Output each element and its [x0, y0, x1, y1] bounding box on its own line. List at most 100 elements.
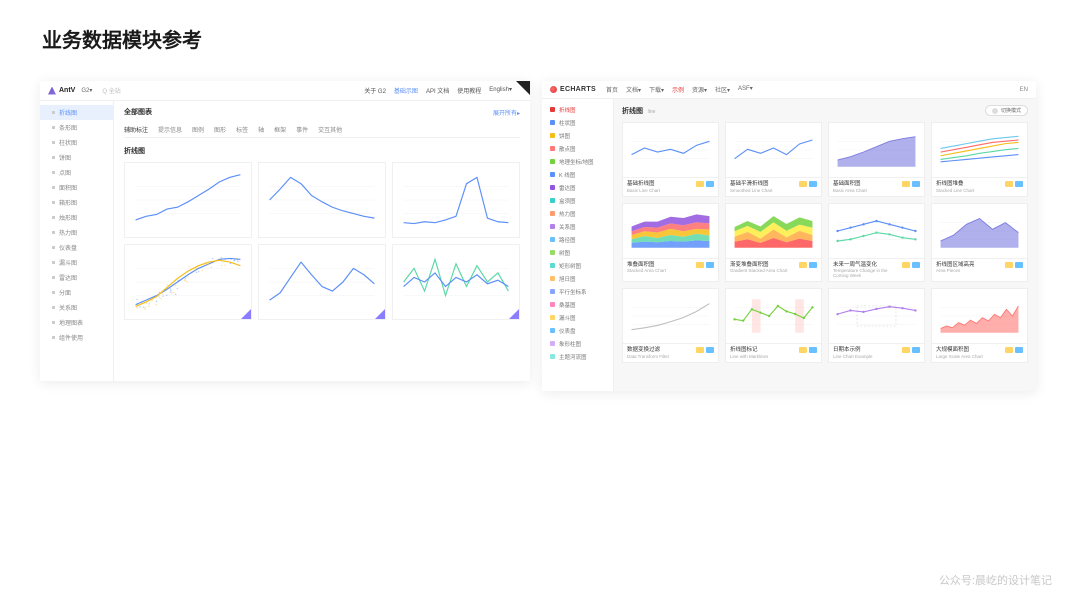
tab-item[interactable]: 图例	[192, 125, 204, 134]
chart-card[interactable]: 渐变堆叠面积图Gradient Stacked Area Chart	[725, 203, 822, 283]
sidebar-item[interactable]: 散点图	[542, 142, 613, 155]
chart-card[interactable]: 基础平滑折线图Smoothed Line Chart	[725, 122, 822, 197]
tab-item[interactable]: 事件	[296, 125, 308, 134]
chart-card[interactable]: 数据变换过滤Data Transform Filter	[622, 288, 719, 363]
antv-sidebar: 折线图条形图柱状图饼图点图面积图箱形图烛形图热力图仪表盘漏斗图雷达图分面关系图地…	[40, 101, 114, 381]
sidebar-item[interactable]: 面积图	[40, 180, 113, 195]
sidebar-item[interactable]: 条形图	[40, 120, 113, 135]
antv-product-dropdown[interactable]: G2▾	[81, 87, 92, 94]
chart-card[interactable]: 折线图区域高亮Area Pieces	[931, 203, 1028, 283]
sidebar-item[interactable]: 地理图表	[40, 315, 113, 330]
sidebar-item[interactable]: 关系图	[542, 220, 613, 233]
search-input[interactable]: Q 全站	[102, 86, 120, 95]
card-title: 折线图堆叠	[936, 181, 974, 188]
sidebar-item[interactable]: 树图	[542, 246, 613, 259]
bullet-icon	[52, 291, 55, 294]
card-title: 渐变堆叠面积图	[730, 262, 788, 269]
sidebar-item[interactable]: 主题河流图	[542, 350, 613, 363]
chart-type-icon	[550, 133, 555, 138]
tab-item[interactable]: 轴	[258, 125, 264, 134]
antv-logo[interactable]: AntV	[48, 87, 75, 95]
sidebar-item[interactable]: 旭日图	[542, 272, 613, 285]
tab-item[interactable]: 辅助标注	[124, 125, 148, 134]
chart-card[interactable]: 折线图标记Line with Marklines	[725, 288, 822, 363]
sidebar-item[interactable]: 点图	[40, 165, 113, 180]
sidebar-item[interactable]: 盒须图	[542, 194, 613, 207]
expand-all-link[interactable]: 展开所有▸	[493, 108, 520, 117]
sidebar-item[interactable]: 柱状图	[542, 116, 613, 129]
chart-card[interactable]	[258, 244, 386, 320]
echarts-main-sub: line	[648, 109, 656, 115]
echarts-nav-item[interactable]: 下载▾	[649, 85, 664, 94]
card-title: 数据变换过滤	[627, 347, 669, 354]
chart-card[interactable]	[124, 244, 252, 320]
sidebar-item[interactable]: 折线图	[40, 105, 113, 120]
echarts-logo[interactable]: ECHARTS	[550, 86, 596, 93]
toggle-label: 切换模式	[1001, 107, 1021, 114]
ts-badge-icon	[706, 181, 714, 187]
echarts-nav-item[interactable]: 首页	[606, 85, 618, 94]
echarts-nav-item[interactable]: ASF▾	[738, 85, 753, 94]
chart-card[interactable]: 大规模面积图Large Scale Area Chart	[931, 288, 1028, 363]
chart-card[interactable]	[124, 162, 252, 238]
bullet-icon	[52, 276, 55, 279]
sidebar-item[interactable]: 漏斗图	[40, 255, 113, 270]
lang-switch[interactable]: EN	[1020, 87, 1028, 93]
bullet-icon	[52, 261, 55, 264]
chart-card[interactable]: 基础面积图Basic Area Chart	[828, 122, 925, 197]
sidebar-item[interactable]: K 线图	[542, 168, 613, 181]
sidebar-item[interactable]: 热力图	[542, 207, 613, 220]
antv-nav-item[interactable]: API 文档	[426, 86, 449, 95]
tab-item[interactable]: 交互其他	[318, 125, 342, 134]
chart-card[interactable]	[258, 162, 386, 238]
antv-nav-item[interactable]: 使用教程	[457, 86, 481, 95]
sidebar-item[interactable]: 关系图	[40, 300, 113, 315]
sidebar-item[interactable]: 雷达图	[542, 181, 613, 194]
sidebar-item[interactable]: 平行坐标系	[542, 285, 613, 298]
echarts-nav-item[interactable]: 资源▾	[692, 85, 707, 94]
sidebar-item[interactable]: 折线图	[542, 103, 613, 116]
js-badge-icon	[799, 347, 807, 353]
sidebar-item[interactable]: 分面	[40, 285, 113, 300]
chart-card[interactable]: 未来一周气温变化Temperature Change in the Coming…	[828, 203, 925, 283]
sidebar-item[interactable]: 饼图	[542, 129, 613, 142]
tab-item[interactable]: 提示信息	[158, 125, 182, 134]
echarts-nav-item[interactable]: 示例	[672, 85, 684, 94]
sidebar-item[interactable]: 路径图	[542, 233, 613, 246]
sidebar-item[interactable]: 饼图	[40, 150, 113, 165]
sidebar-item[interactable]: 矩形树图	[542, 259, 613, 272]
chart-card[interactable]: 堆叠面积图Stacked Area Chart	[622, 203, 719, 283]
sidebar-item[interactable]: 漏斗图	[542, 311, 613, 324]
sidebar-item[interactable]: 组件使用	[40, 330, 113, 345]
tab-item[interactable]: 标签	[236, 125, 248, 134]
sidebar-item[interactable]: 箱形图	[40, 195, 113, 210]
sidebar-item[interactable]: 雷达图	[40, 270, 113, 285]
github-corner-icon[interactable]	[516, 81, 530, 95]
sidebar-item[interactable]: 仪表盘	[40, 240, 113, 255]
echarts-nav-item[interactable]: 社区▾	[715, 85, 730, 94]
sidebar-item[interactable]: 象形柱图	[542, 337, 613, 350]
tab-item[interactable]: 框架	[274, 125, 286, 134]
antv-nav-item[interactable]: 关于 G2	[364, 86, 386, 95]
sidebar-item[interactable]: 柱状图	[40, 135, 113, 150]
sidebar-item[interactable]: 桑基图	[542, 298, 613, 311]
chart-card[interactable]	[392, 162, 520, 238]
sidebar-item[interactable]: 热力图	[40, 225, 113, 240]
js-badge-icon	[799, 181, 807, 187]
sidebar-item[interactable]: 地理坐标/地图	[542, 155, 613, 168]
sidebar-item[interactable]: 仪表盘	[542, 324, 613, 337]
sidebar-item[interactable]: 烛形图	[40, 210, 113, 225]
tab-item[interactable]: 图形	[214, 125, 226, 134]
theme-toggle[interactable]: 切换模式	[985, 105, 1028, 116]
antv-nav-item[interactable]: English▾	[489, 86, 512, 95]
chart-card[interactable]	[392, 244, 520, 320]
card-title: 折线图区域高亮	[936, 262, 975, 269]
chart-card[interactable]: 基础折线图Basic Line Chart	[622, 122, 719, 197]
chart-card[interactable]: 折线图堆叠Stacked Line Chart	[931, 122, 1028, 197]
bullet-icon	[52, 216, 55, 219]
chart-type-icon	[550, 146, 555, 151]
chart-card[interactable]: 日期本示例Line Chart Example	[828, 288, 925, 363]
antv-nav-item[interactable]: 基础示图	[394, 86, 418, 95]
echarts-nav-item[interactable]: 文档▾	[626, 85, 641, 94]
echarts-logo-icon	[550, 86, 557, 93]
